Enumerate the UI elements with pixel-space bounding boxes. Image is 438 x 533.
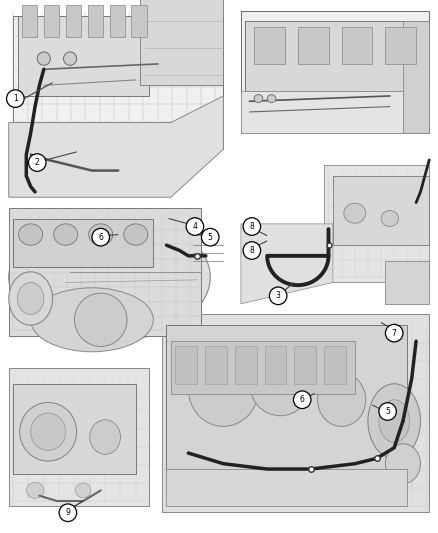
Bar [166, 469, 407, 506]
Text: 7: 7 [392, 329, 397, 337]
Text: 6: 6 [300, 395, 305, 404]
Bar [140, 0, 223, 85]
Bar [162, 314, 429, 512]
Bar [22, 5, 37, 37]
Ellipse shape [59, 504, 77, 521]
Text: 2: 2 [35, 158, 39, 167]
Ellipse shape [28, 154, 46, 172]
Text: 1: 1 [13, 94, 18, 103]
Ellipse shape [88, 224, 113, 245]
Ellipse shape [64, 52, 77, 66]
Text: 8: 8 [250, 246, 254, 255]
Bar [9, 208, 201, 336]
Ellipse shape [124, 224, 148, 245]
Bar [298, 27, 328, 64]
Polygon shape [241, 91, 429, 133]
Ellipse shape [26, 482, 44, 498]
Ellipse shape [254, 95, 263, 102]
Ellipse shape [31, 413, 66, 450]
Bar [342, 27, 372, 64]
Text: 6: 6 [98, 233, 103, 241]
Bar [324, 165, 429, 282]
Bar [385, 261, 429, 304]
Ellipse shape [385, 324, 403, 342]
Ellipse shape [31, 288, 153, 352]
Ellipse shape [75, 483, 91, 498]
Ellipse shape [243, 241, 261, 260]
Ellipse shape [74, 293, 127, 346]
Ellipse shape [318, 373, 366, 426]
Ellipse shape [18, 282, 44, 314]
Bar [241, 11, 429, 133]
Bar [166, 325, 407, 474]
Ellipse shape [201, 228, 219, 246]
Ellipse shape [385, 443, 420, 484]
Bar [294, 346, 316, 384]
Ellipse shape [379, 400, 410, 442]
Ellipse shape [188, 352, 258, 426]
Text: 5: 5 [385, 407, 390, 416]
Polygon shape [241, 224, 333, 304]
Bar [235, 346, 257, 384]
Ellipse shape [368, 384, 420, 458]
Ellipse shape [269, 287, 287, 305]
Ellipse shape [9, 272, 53, 325]
Bar [110, 5, 125, 37]
Text: 8: 8 [250, 222, 254, 231]
Bar [13, 384, 136, 474]
Text: 4: 4 [192, 222, 198, 231]
Bar [44, 5, 59, 37]
Bar [385, 27, 416, 64]
Text: 3: 3 [276, 292, 281, 300]
Ellipse shape [7, 90, 24, 108]
Bar [265, 346, 286, 384]
Bar [88, 5, 103, 37]
Ellipse shape [9, 213, 210, 341]
Ellipse shape [250, 352, 311, 416]
Ellipse shape [379, 403, 396, 420]
Bar [66, 5, 81, 37]
Text: 9: 9 [65, 508, 71, 517]
Ellipse shape [53, 224, 78, 245]
Ellipse shape [344, 203, 366, 223]
Ellipse shape [90, 420, 120, 454]
Bar [205, 346, 227, 384]
Ellipse shape [293, 391, 311, 408]
Polygon shape [9, 96, 223, 197]
Bar [245, 21, 429, 91]
Ellipse shape [243, 217, 261, 236]
Polygon shape [403, 21, 429, 133]
Ellipse shape [18, 224, 43, 245]
Bar [13, 16, 223, 149]
Text: 5: 5 [208, 233, 213, 241]
Bar [171, 341, 355, 394]
Ellipse shape [267, 95, 276, 102]
Bar [175, 346, 197, 384]
Bar [333, 176, 429, 245]
Bar [9, 368, 149, 506]
Ellipse shape [37, 52, 50, 66]
Bar [131, 5, 147, 37]
Bar [13, 219, 153, 266]
Ellipse shape [92, 228, 110, 246]
Ellipse shape [20, 402, 77, 461]
Ellipse shape [186, 217, 204, 236]
Bar [324, 346, 346, 384]
Ellipse shape [381, 211, 399, 227]
Bar [254, 27, 285, 64]
Bar [18, 16, 149, 96]
